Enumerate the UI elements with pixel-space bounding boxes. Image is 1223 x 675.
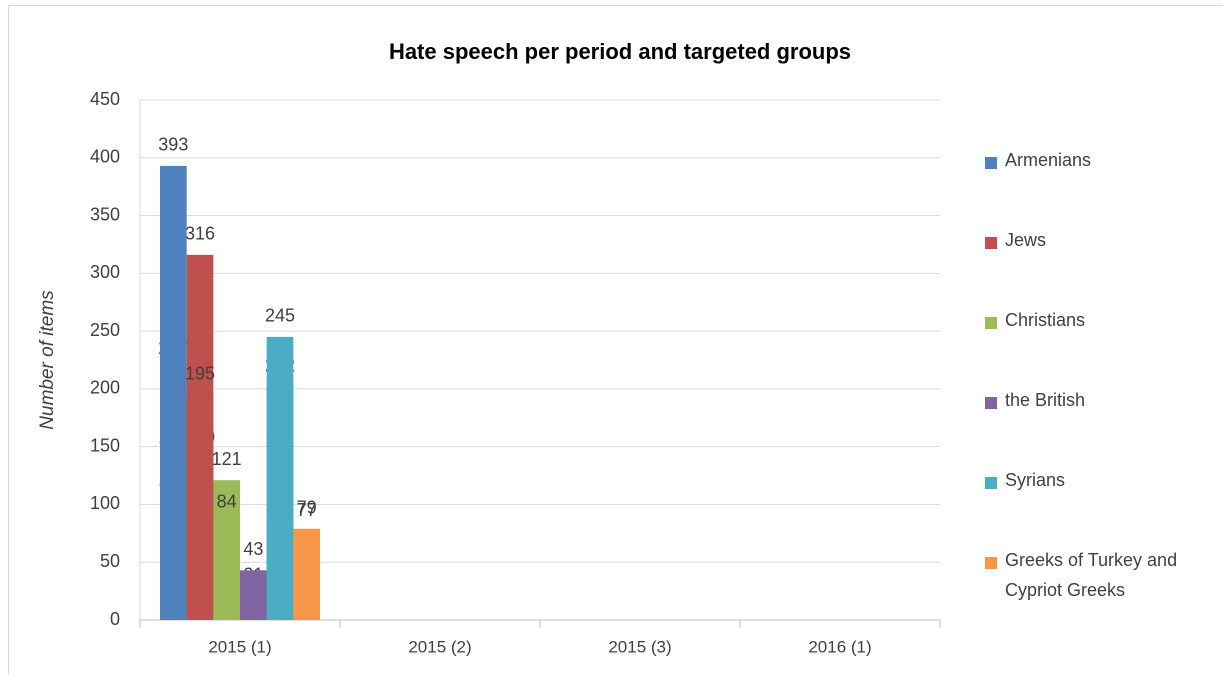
legend-swatch xyxy=(985,557,997,569)
data-label: 393 xyxy=(158,135,188,155)
bar xyxy=(266,336,294,620)
legend-label: Jews xyxy=(1005,230,1047,250)
bar xyxy=(160,165,187,620)
legend-label: Greeks of Turkey and Cypriot Greeks xyxy=(1005,550,1178,600)
data-label: 195 xyxy=(185,363,215,383)
legend-item: Christians xyxy=(985,310,1205,335)
legend-label: the British xyxy=(1005,390,1086,410)
legend-item: the British xyxy=(985,390,1205,415)
data-label: 77 xyxy=(297,500,317,520)
x-tick-label: 2015 (3) xyxy=(608,637,671,656)
y-tick-label: 450 xyxy=(90,89,120,109)
y-tick-label: 400 xyxy=(90,147,120,167)
bar xyxy=(293,531,320,620)
legend-swatch xyxy=(985,477,997,489)
bar xyxy=(186,394,214,620)
legend-label: Armenians xyxy=(1005,150,1092,170)
bar xyxy=(240,570,267,620)
legend-item: Greeks of Turkey and Cypriot Greeks xyxy=(985,550,1205,605)
data-label: 245 xyxy=(265,306,295,326)
x-tick-label: 2015 (2) xyxy=(408,637,471,656)
legend-swatch xyxy=(985,397,997,409)
data-label: 121 xyxy=(212,449,242,469)
chart-title: Hate speech per period and targeted grou… xyxy=(389,39,851,64)
legend-item: Armenians xyxy=(985,150,1205,175)
legend-item: Jews xyxy=(985,230,1205,255)
y-tick-label: 350 xyxy=(90,204,120,224)
legend-swatch xyxy=(985,237,997,249)
y-tick-label: 250 xyxy=(90,320,120,340)
legend-item: Syrians xyxy=(985,470,1205,495)
y-tick-label: 50 xyxy=(100,551,120,571)
legend-swatch xyxy=(985,317,997,329)
legend-swatch xyxy=(985,157,997,169)
x-tick-label: 2016 (1) xyxy=(808,637,871,656)
y-tick-label: 0 xyxy=(110,609,120,629)
legend-label: Syrians xyxy=(1005,470,1066,490)
y-tick-label: 300 xyxy=(90,262,120,282)
y-tick-label: 150 xyxy=(90,435,120,455)
legend-label: Christians xyxy=(1005,310,1086,330)
data-label: 84 xyxy=(217,492,237,512)
data-label: 79 xyxy=(297,497,317,517)
data-label: 43 xyxy=(243,539,263,559)
data-label: 316 xyxy=(185,224,215,244)
y-tick-label: 200 xyxy=(90,378,120,398)
y-axis-title: Number of items xyxy=(37,290,58,430)
x-tick-label: 2015 (1) xyxy=(208,637,271,656)
bar xyxy=(213,522,240,620)
chart-border xyxy=(8,5,1223,675)
y-tick-label: 100 xyxy=(90,493,120,513)
